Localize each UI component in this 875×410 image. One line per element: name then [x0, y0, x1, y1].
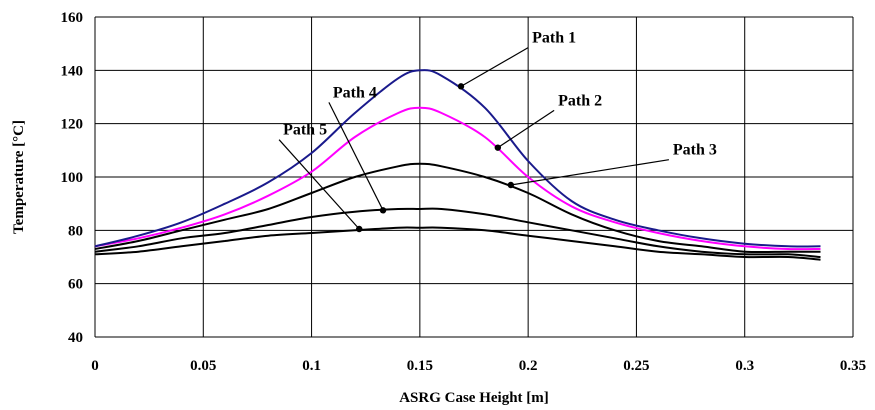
annotation-dot-path-5 [356, 225, 363, 233]
x-tick-label: 0.2 [519, 358, 538, 374]
y-tick-label: 80 [68, 223, 83, 239]
x-tick-label: 0 [91, 358, 99, 374]
annotations: Path 1 Path 2 Path 3 Path 4 Path 5 [278, 30, 717, 233]
annotation-label-path-5: Path 5 [283, 122, 327, 139]
series-lines [94, 69, 821, 261]
y-tick-label: 40 [68, 330, 83, 346]
annotation-leader-path-4 [328, 102, 384, 211]
annotation-label-path-1: Path 1 [532, 30, 576, 47]
y-axis-title: Temperature [°C] [11, 120, 27, 234]
annotation-dot-path-2 [494, 144, 502, 151]
x-tick-label: 0.05 [190, 358, 216, 374]
series-line-path-5 [94, 226, 821, 261]
y-tick-label: 160 [61, 10, 84, 26]
annotation-dot-path-3 [507, 181, 515, 189]
y-tick-label: 60 [68, 277, 83, 293]
grid [94, 16, 854, 338]
annotation-leader-path-5 [278, 139, 360, 230]
annotation-leader-path-2 [497, 109, 555, 149]
y-tick-label: 140 [61, 63, 84, 79]
y-tick-label: 120 [61, 117, 84, 133]
annotation-leader-path-3 [510, 159, 670, 186]
annotation-leader-path-1 [460, 47, 529, 87]
tick-labels: 0 0.05 0.1 0.15 0.2 0.25 0.3 0.35 40 60 80 100 120 14… [61, 10, 867, 374]
series-line-path-2 [94, 106, 821, 251]
series-line-path-4 [94, 207, 821, 258]
x-tick-label: 0.15 [407, 358, 433, 374]
y-tick-label: 100 [61, 170, 84, 186]
x-tick-label: 0.25 [623, 358, 649, 374]
x-tick-label: 0.1 [302, 358, 321, 374]
annotation-label-path-4: Path 4 [333, 84, 377, 101]
x-axis-title: ASRG Case Height [m] [399, 390, 549, 406]
x-tick-label: 0.3 [735, 358, 754, 374]
annotation-dot-path-4 [379, 207, 387, 214]
series-line-path-1 [94, 69, 821, 248]
annotation-label-path-2: Path 2 [558, 92, 602, 109]
annotation-label-path-3: Path 3 [673, 142, 717, 159]
x-tick-label: 0.35 [840, 358, 866, 374]
annotation-dot-path-1 [457, 83, 465, 90]
series-line-path-3 [94, 162, 821, 254]
